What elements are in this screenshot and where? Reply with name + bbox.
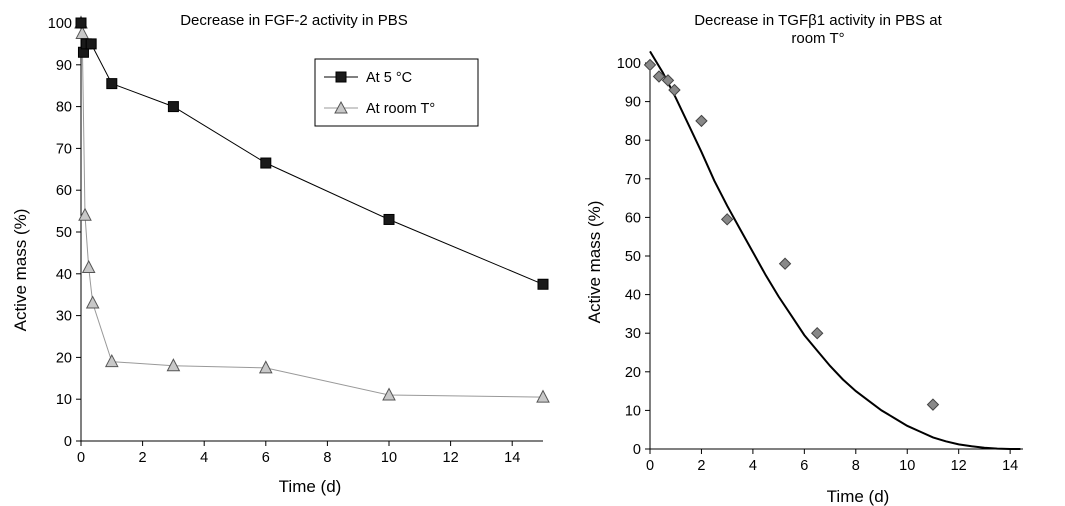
fit-curve: [649, 50, 1021, 450]
square-marker-5c: [167, 101, 179, 113]
chart1-x-tick-label: 10: [381, 450, 397, 466]
square-marker-5c: [537, 278, 549, 290]
legend-label-5c: At 5 °C: [366, 70, 412, 86]
legend-triangle-marker: [334, 100, 348, 114]
chart1-x-tick-label: 0: [77, 450, 85, 466]
chart1-ticks: 0 10 20 30 40 50 60 70 80 90 100 0 2 4 6 8 10 12 14: [48, 16, 520, 466]
chart1-y-tick-label: 70: [56, 141, 72, 157]
chart1-x-tick-label: 12: [443, 450, 459, 466]
chart2-y-tick-label: 100: [617, 56, 641, 72]
chart2-y-axis-label: Active mass (%): [585, 201, 604, 324]
square-marker-5c: [260, 157, 272, 169]
chart2-x-axis-label: Time (d): [827, 487, 890, 506]
chart1-x-tick-label: 2: [139, 450, 147, 466]
chart1-y-tick-label: 60: [56, 183, 72, 199]
chart2-title-line2: room T°: [791, 30, 844, 47]
chart1-y-tick-label: 40: [56, 267, 72, 283]
chart2-y-tick-label: 50: [625, 249, 641, 265]
square-marker-5c: [383, 213, 395, 225]
chart1-y-tick-label: 80: [56, 100, 72, 116]
fgf2-chart: Decrease in FGF-2 activity in PBS 010203…: [11, 12, 550, 496]
triangle-marker-room: [166, 358, 181, 372]
chart1-y-tick-label: 90: [56, 58, 72, 74]
chart2-y-tick-label: 70: [625, 172, 641, 188]
chart1-y-tick-label: 0: [64, 434, 72, 450]
chart1-x-tick-label: 8: [323, 450, 331, 466]
diamond-marker: [926, 398, 940, 411]
triangle-marker-room: [75, 25, 90, 39]
chart1-plot-area: [74, 15, 550, 442]
chart2-y-tick-label: 60: [625, 210, 641, 226]
chart2-x-tick-label: 10: [899, 458, 915, 474]
chart1-x-axis-label: Time (d): [279, 477, 342, 496]
legend-box: [314, 58, 479, 127]
diamond-marker: [810, 326, 824, 340]
chart1-x-tick-label: 14: [504, 450, 520, 466]
diamond-marker: [695, 114, 708, 128]
chart1-x-tick-label: 4: [200, 450, 208, 466]
triangle-marker-room: [382, 387, 396, 401]
series-room-line: [80, 22, 544, 398]
chart2-x-tick-label: 2: [697, 458, 705, 474]
chart2-x-tick-label: 14: [1002, 458, 1018, 474]
chart1-y-axis-label: Active mass (%): [11, 209, 30, 332]
chart1-title: Decrease in FGF-2 activity in PBS: [180, 12, 408, 29]
tgfb1-chart: Decrease in TGFβ1 activity in PBS at roo…: [585, 12, 1023, 506]
triangle-marker-room: [536, 389, 550, 403]
diamond-marker: [661, 74, 675, 87]
triangle-marker-room: [78, 207, 92, 221]
triangle-marker-room: [258, 360, 273, 374]
diamond-marker: [778, 257, 792, 270]
chart1-y-tick-label: 100: [48, 16, 72, 32]
chart1-legend: At 5 °C At room T°: [314, 58, 479, 127]
diamond-marker: [720, 213, 734, 226]
chart2-x-tick-label: 0: [646, 458, 654, 474]
chart1-y-tick-label: 50: [56, 225, 72, 241]
legend-label-room: At room T°: [366, 101, 435, 117]
square-marker-5c: [85, 38, 97, 50]
chart2-y-tick-label: 80: [625, 133, 641, 149]
diamond-marker: [668, 83, 681, 97]
triangle-marker-room: [85, 295, 100, 309]
chart1-y-tick-label: 30: [56, 309, 72, 325]
triangle-marker-room: [104, 353, 119, 368]
diamond-marker: [652, 70, 666, 83]
square-marker-5c: [75, 17, 87, 29]
chart1-y-tick-label: 10: [56, 392, 72, 408]
chart2-x-tick-label: 12: [951, 458, 967, 474]
triangle-marker-room: [81, 259, 96, 274]
chart2-y-tick-label: 90: [625, 95, 641, 111]
legend-square-marker: [335, 71, 347, 83]
chart2-y-tick-label: 20: [625, 365, 641, 381]
chart2-x-tick-label: 6: [800, 458, 808, 474]
square-marker-5c: [106, 78, 118, 90]
chart2-y-tick-label: 40: [625, 288, 641, 304]
chart2-x-tick-label: 8: [852, 458, 860, 474]
chart1-x-tick-label: 6: [262, 450, 270, 466]
chart2-y-tick-label: 0: [633, 442, 641, 458]
chart2-plot-area: [643, 50, 1023, 450]
chart2-title-line1: Decrease in TGFβ1 activity in PBS at: [694, 12, 942, 29]
chart2-x-tick-label: 4: [749, 458, 757, 474]
chart1-y-tick-label: 20: [56, 350, 72, 366]
chart2-ticks: 0 10 20 30 40 50 60 70 80 90 100 0 2 4 6 8 10 12 14: [617, 56, 1018, 474]
diamond-marker: [643, 58, 657, 72]
chart2-y-tick-label: 10: [625, 403, 641, 419]
chart2-y-tick-label: 30: [625, 326, 641, 342]
